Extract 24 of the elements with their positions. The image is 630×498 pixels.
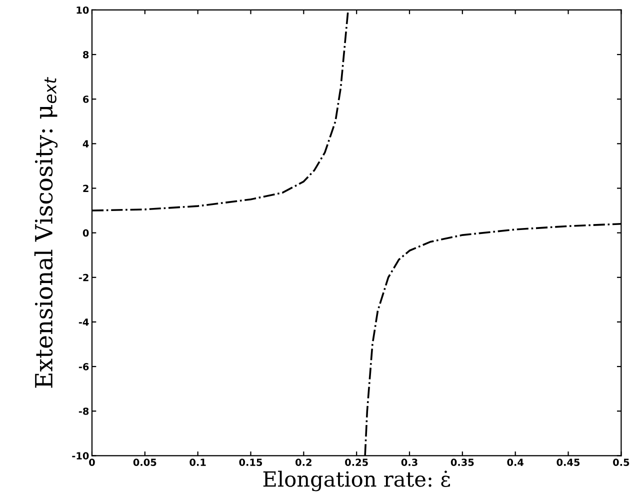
x-tick-label: 0.15 xyxy=(239,458,262,466)
x-tick-label: 0.4 xyxy=(507,458,524,466)
x-tick-label: 0.5 xyxy=(613,458,630,466)
y-axis-title: Extensional Viscosity: μ$_{ext}$ xyxy=(34,76,58,388)
y-tick-label: -8 xyxy=(78,408,89,415)
x-tick-label: 0.1 xyxy=(190,458,206,466)
x-tick-label: 0.25 xyxy=(345,458,368,466)
x-tick-label: 0.2 xyxy=(296,458,312,466)
y-tick-label: 6 xyxy=(83,96,89,103)
y-tick-label: 4 xyxy=(82,140,89,148)
x-tick-label: 0.35 xyxy=(450,458,474,466)
x-tick-label: 0.45 xyxy=(556,458,580,466)
y-tick-label: -10 xyxy=(72,452,89,460)
y-tick-label: 8 xyxy=(83,51,89,58)
x-axis-title: Elongation rate: ε̇ xyxy=(263,470,450,492)
y-tick-label: 0 xyxy=(82,229,89,237)
x-tick-label: 0.05 xyxy=(133,458,156,466)
y-tick-label: -4 xyxy=(78,318,89,326)
y-tick-label: 2 xyxy=(83,184,88,192)
y-tick-label: -2 xyxy=(78,274,88,282)
x-tick-label: 0.3 xyxy=(401,458,418,466)
y-tick-label: -6 xyxy=(78,363,89,370)
x-tick-label: 0 xyxy=(89,458,95,466)
y-tick-label: 10 xyxy=(76,6,89,14)
